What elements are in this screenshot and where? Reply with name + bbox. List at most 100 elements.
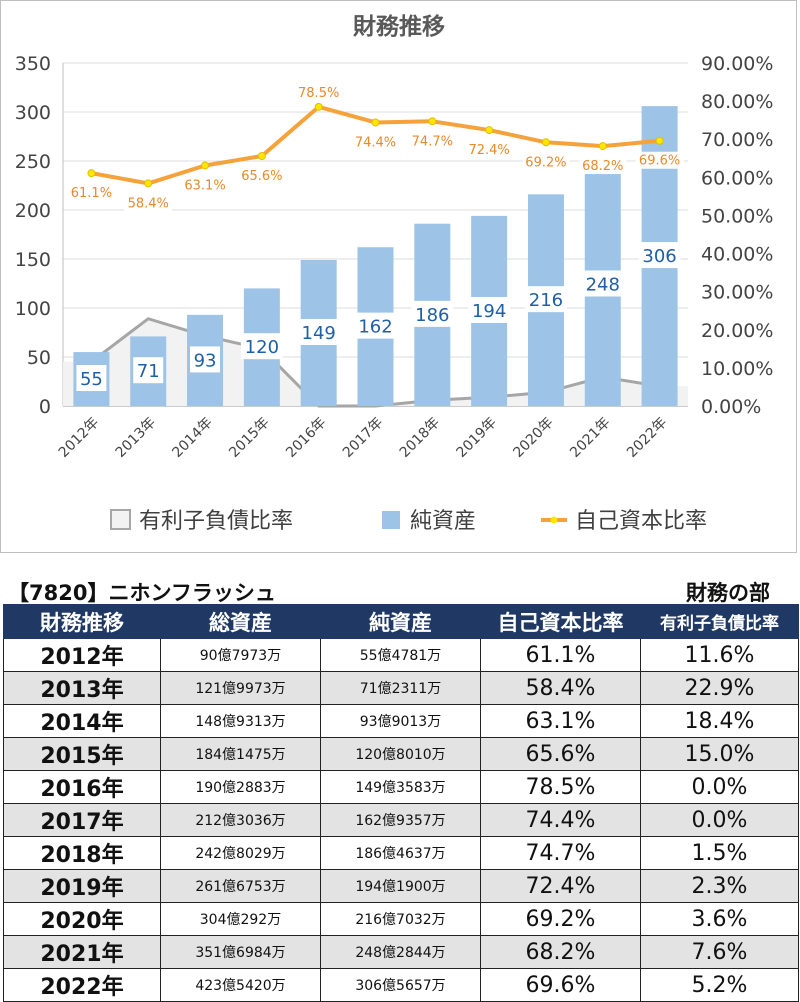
legend-label-equity-ratio: 自己資本比率: [575, 509, 707, 534]
cell-total-assets: 90億7973万: [160, 638, 321, 672]
cell-equity-ratio: 58.4%: [480, 671, 641, 705]
cell-year: 2014年: [3, 704, 161, 738]
legend-marker-equity-ratio: [550, 516, 558, 524]
cell-year: 2012年: [3, 638, 161, 672]
cell-year: 2018年: [3, 836, 161, 870]
cell-debt-ratio: 22.9%: [640, 671, 799, 705]
y-right-tick-label: 50.00%: [701, 205, 773, 227]
legend-swatch-net-assets: [382, 511, 400, 529]
net-assets-label: 120: [245, 337, 279, 358]
net-assets-label: 186: [415, 305, 449, 326]
y-right-tick-label: 40.00%: [701, 244, 773, 266]
net-assets-label: 162: [358, 317, 392, 338]
legend-swatch-debt-ratio: [110, 509, 131, 530]
equity-ratio-label: 61.1%: [71, 186, 112, 201]
equity-ratio-label-box: [465, 141, 514, 159]
cell-total-assets: 190億2883万: [160, 770, 321, 804]
cell-equity-ratio: 78.5%: [480, 770, 641, 804]
equity-ratio-point: [87, 169, 96, 178]
net-assets-label-box: [524, 286, 567, 313]
cell-year: 2016年: [3, 770, 161, 804]
cell-net-assets: 162億9357万: [320, 803, 481, 837]
net-assets-label-box: [297, 318, 340, 345]
cell-year: 2015年: [3, 737, 161, 771]
cell-debt-ratio: 7.6%: [640, 935, 799, 969]
equity-ratio-label-box: [294, 83, 343, 101]
y-right-tick-label: 80.00%: [701, 91, 773, 113]
net-assets-label-box: [76, 365, 107, 392]
y-left-tick-label: 100: [15, 298, 51, 320]
equity-ratio-label: 72.4%: [468, 143, 509, 158]
cell-net-assets: 93億9013万: [320, 704, 481, 738]
table-row: 2014年 148億9313万 93億9013万 63.1% 18.4%: [3, 704, 799, 738]
x-tick-label: 2012年: [56, 415, 102, 461]
cell-equity-ratio: 61.1%: [480, 638, 641, 672]
equity-ratio-label-box: [237, 166, 286, 184]
cell-year: 2022年: [3, 968, 161, 1002]
header-total-assets: 総資産: [160, 604, 321, 639]
table-row: 2015年 184億1475万 120億8010万 65.6% 15.0%: [3, 737, 799, 771]
equity-ratio-label: 69.2%: [525, 155, 566, 170]
net-assets-label-box: [411, 300, 454, 327]
net-assets-label-box: [581, 270, 624, 297]
cell-net-assets: 120億8010万: [320, 737, 481, 771]
table-row: 2018年 242億8029万 186億4637万 74.7% 1.5%: [3, 836, 799, 870]
cell-equity-ratio: 65.6%: [480, 737, 641, 771]
table-header-row: 【7820】ニホンフラッシュ 財務の部: [0, 577, 800, 605]
header-equity-ratio: 自己資本比率: [480, 604, 641, 639]
cell-debt-ratio: 18.4%: [640, 704, 799, 738]
equity-ratio-label: 65.6%: [241, 169, 282, 184]
equity-ratio-label-box: [351, 133, 400, 151]
table-header: 財務推移 総資産 純資産 自己資本比率 有利子負債比率: [3, 604, 799, 639]
cell-debt-ratio: 15.0%: [640, 737, 799, 771]
equity-ratio-point: [371, 118, 380, 127]
cell-equity-ratio: 74.4%: [480, 803, 641, 837]
net-assets-label: 306: [642, 246, 676, 267]
cell-debt-ratio: 3.6%: [640, 902, 799, 936]
y-left-tick-label: 150: [15, 249, 51, 271]
equity-ratio-label: 74.4%: [355, 135, 396, 150]
cell-net-assets: 55億4781万: [320, 638, 481, 672]
cell-year: 2019年: [3, 869, 161, 903]
net-assets-label: 55: [80, 369, 103, 390]
equity-ratio-point: [428, 117, 437, 126]
y-right-tick-label: 70.00%: [701, 129, 773, 151]
x-tick-label: 2016年: [283, 415, 329, 461]
net-assets-label-box: [468, 296, 511, 323]
table-row: 2021年 351億6984万 248億2844万 68.2% 7.6%: [3, 935, 799, 969]
cell-year: 2013年: [3, 671, 161, 705]
equity-ratio-label: 69.6%: [639, 154, 680, 169]
equity-ratio-label-box: [124, 194, 173, 212]
equity-ratio-point: [541, 138, 550, 147]
table-row: 2020年 304億292万 216億7032万 69.2% 3.6%: [3, 902, 799, 936]
y-left-tick-label: 250: [15, 151, 51, 173]
net-assets-label-box: [354, 312, 397, 339]
x-tick-label: 2018年: [397, 415, 443, 461]
x-tick-label: 2019年: [454, 415, 500, 461]
cell-debt-ratio: 11.6%: [640, 638, 799, 672]
cell-debt-ratio: 2.3%: [640, 869, 799, 903]
cell-debt-ratio: 5.2%: [640, 968, 799, 1002]
cell-equity-ratio: 68.2%: [480, 935, 641, 969]
cell-debt-ratio: 1.5%: [640, 836, 799, 870]
cell-total-assets: 304億292万: [160, 902, 321, 936]
cell-net-assets: 194億1900万: [320, 869, 481, 903]
equity-ratio-label-box: [67, 184, 116, 202]
cell-equity-ratio: 69.2%: [480, 902, 641, 936]
cell-equity-ratio: 74.7%: [480, 836, 641, 870]
cell-net-assets: 71億2311万: [320, 671, 481, 705]
y-left-tick-label: 50: [27, 347, 51, 369]
equity-ratio-label: 63.1%: [184, 179, 225, 194]
y-left-tick-label: 300: [15, 102, 51, 124]
table-row: 2022年 423億5420万 306億5657万 69.6% 5.2%: [3, 968, 799, 1002]
equity-ratio-label: 78.5%: [298, 86, 339, 101]
cell-year: 2017年: [3, 803, 161, 837]
cell-total-assets: 148億9313万: [160, 704, 321, 738]
net-assets-label-box: [133, 357, 164, 384]
cell-debt-ratio: 0.0%: [640, 803, 799, 837]
equity-ratio-point: [144, 179, 153, 188]
y-right-tick-label: 60.00%: [701, 167, 773, 189]
equity-ratio-label: 58.4%: [128, 196, 169, 211]
cell-total-assets: 423億5420万: [160, 968, 321, 1002]
equity-ratio-label-box: [408, 132, 457, 150]
